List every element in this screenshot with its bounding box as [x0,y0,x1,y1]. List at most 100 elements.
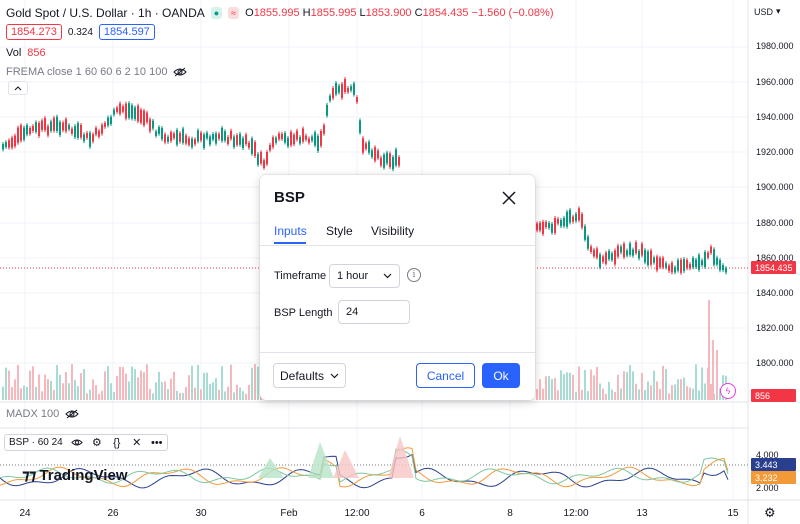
tradingview-watermark: ⁊⁊ TradingView [22,466,128,485]
volume-bar [635,383,637,400]
candle-body [164,134,166,143]
volume-bar [137,377,139,400]
volume-bar [182,393,184,400]
volume-bar [248,384,250,400]
volume-bar [239,387,241,400]
volume-bar [548,375,550,400]
close-icon[interactable]: ✕ [132,437,142,449]
tab-visibility[interactable]: Visibility [371,224,415,238]
defaults-dropdown[interactable]: Defaults [273,363,346,388]
candle-body [668,265,670,271]
bsp-legend-label: BSP · 60 24 [9,437,63,448]
volume-legend[interactable]: Vol 856 [6,47,46,59]
price-axis-label: 1840.000 [756,288,794,298]
candle-body [206,132,208,139]
symbol-legend[interactable]: Gold Spot / U.S. Dollar · 1h · OANDA ● ≈… [6,6,553,20]
volume-bar [668,393,670,400]
gear-icon[interactable]: ⚙ [91,437,102,449]
candle-body [269,144,271,151]
candle-body [713,249,715,265]
source-code-icon[interactable]: {} [113,436,121,449]
volume-bar [629,364,631,400]
time-axis-label: 12:00 [563,508,589,519]
sell-price-button[interactable]: 1854.273 [6,24,62,40]
candle-body [161,128,163,140]
volume-bar [221,366,223,400]
eye-hidden-icon[interactable] [173,67,188,77]
timeframe-select[interactable]: 1 hour [329,264,400,288]
volume-bar [563,374,565,400]
price-axis-label: 1960.000 [756,77,794,87]
volume-bar [659,388,661,400]
symbol-title[interactable]: Gold Spot / U.S. Dollar · 1h · OANDA [6,6,205,20]
eye-icon[interactable] [71,437,83,449]
settings-gear-icon[interactable]: ⚙ [764,505,776,520]
bsp-legend[interactable]: BSP · 60 24 ⚙ {} ✕ ••• [4,434,168,451]
candle-body [560,219,562,227]
volume-bar [242,391,244,400]
candle-body [287,138,289,147]
volume-bar [116,375,118,400]
candle-body [152,120,154,129]
candle-body [221,127,223,141]
time-axis-label: Feb [280,508,298,519]
volume-bar [17,364,19,400]
candle-body [653,257,655,263]
candle-body [74,126,76,138]
more-icon[interactable]: ••• [150,436,163,449]
volume-bar [32,366,34,400]
volume-bar [227,386,229,400]
cancel-button[interactable]: Cancel [416,363,475,388]
candle-body [119,103,121,114]
volume-bar [152,393,154,400]
volume-bar [113,391,115,400]
candle-body [335,82,337,95]
indicator-line [0,453,729,489]
volume-bar [254,364,256,400]
candle-body [257,154,259,165]
volume-bar [584,369,586,400]
candle-body [362,138,364,153]
volume-bar [569,372,571,400]
madx-legend[interactable]: MADX 100 [6,408,79,420]
volume-bar [122,367,124,400]
chevron-down-icon [383,273,392,279]
candle-body [695,259,697,267]
candle-body [110,116,112,125]
candle-body [572,216,574,222]
candle-body [632,249,634,256]
lightning-icon[interactable]: ϟ [720,383,736,399]
tab-inputs[interactable]: Inputs [274,224,307,238]
volume-bar [83,369,85,400]
volume-bar [578,366,580,400]
ok-button[interactable]: Ok [482,363,520,388]
volume-bar [197,365,199,400]
buy-price-button[interactable]: 1854.597 [98,24,155,40]
candle-body [188,138,190,145]
candle-body [158,127,160,134]
candle-body [137,105,139,122]
collapse-legend-button[interactable] [8,81,28,95]
frema-legend[interactable]: FREMA close 1 60 60 6 2 10 100 [6,66,188,78]
volume-bar [119,366,121,400]
volume-bar [545,376,547,400]
candle-body [314,132,316,146]
bsp-length-input[interactable] [338,300,410,324]
currency-selector[interactable]: USD ▾ [754,6,781,17]
candle-body [296,130,298,140]
candle-body [89,132,91,147]
candle-body [218,133,220,139]
watermark-text: TradingView [39,466,128,484]
candle-body [587,236,589,249]
candle-body [263,160,265,168]
candle-body [224,131,226,141]
candle-body [377,150,379,159]
volume-bar [620,388,622,400]
tab-style[interactable]: Style [326,224,353,238]
candle-body [41,120,43,130]
eye-hidden-icon[interactable] [65,409,79,419]
time-axis-label: 6 [419,508,425,519]
info-icon[interactable]: i [407,268,421,282]
close-icon[interactable] [500,189,518,207]
